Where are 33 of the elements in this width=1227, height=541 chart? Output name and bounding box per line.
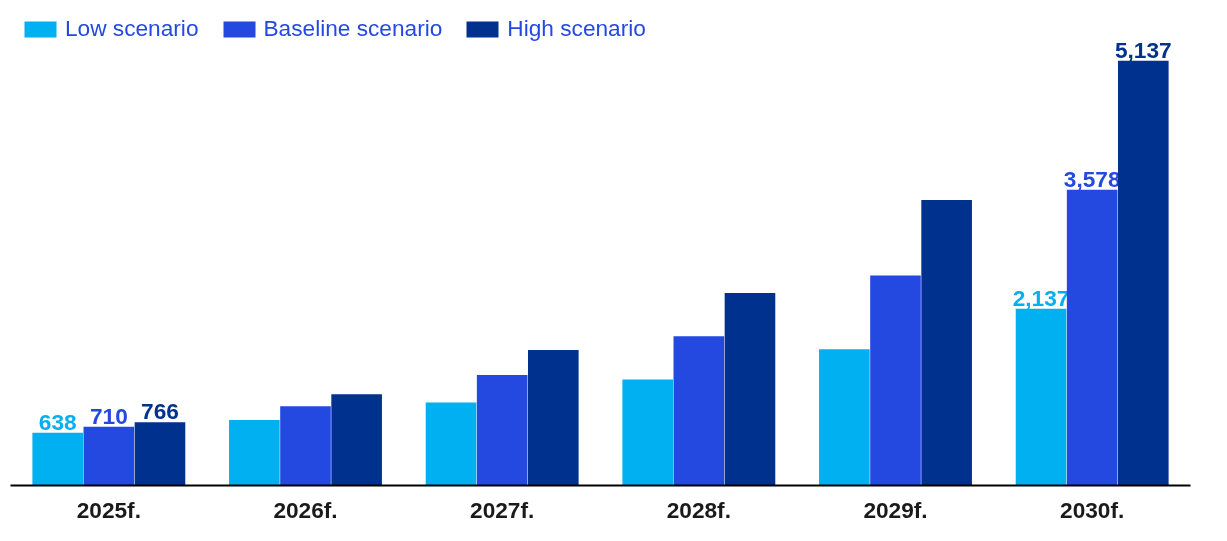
bar bbox=[229, 420, 280, 486]
x-tick-label: 2025f. bbox=[76, 496, 141, 523]
bar bbox=[921, 199, 972, 486]
bar bbox=[724, 292, 776, 486]
bar bbox=[1117, 60, 1169, 486]
bar bbox=[83, 426, 135, 486]
bar bbox=[32, 432, 84, 486]
x-tick-label: 2029f. bbox=[863, 496, 928, 523]
data-label: 766 bbox=[141, 398, 179, 425]
bar bbox=[425, 402, 477, 486]
legend-label: High scenario bbox=[507, 15, 646, 42]
data-label: 5,137 bbox=[1114, 36, 1172, 63]
data-label: 638 bbox=[38, 408, 77, 435]
legend-label: Low scenario bbox=[65, 15, 199, 42]
x-tick-label: 2030f. bbox=[1060, 496, 1125, 523]
bar bbox=[622, 379, 674, 486]
bar bbox=[1066, 189, 1118, 486]
data-label: 2,137 bbox=[1012, 284, 1070, 311]
bar bbox=[673, 336, 725, 486]
data-label: 3,578 bbox=[1063, 165, 1121, 192]
bar bbox=[476, 374, 528, 486]
bar bbox=[134, 422, 186, 486]
x-tick-label: 2026f. bbox=[273, 496, 338, 523]
legend-label: Baseline scenario bbox=[263, 15, 443, 42]
bar bbox=[527, 350, 579, 486]
bar bbox=[1015, 308, 1067, 486]
data-label: 710 bbox=[89, 402, 128, 429]
x-tick-label: 2027f. bbox=[470, 496, 535, 523]
bar bbox=[870, 275, 921, 486]
bar bbox=[280, 406, 331, 486]
x-tick-label: 2028f. bbox=[666, 496, 731, 523]
bar bbox=[331, 394, 382, 486]
bar bbox=[819, 349, 870, 486]
